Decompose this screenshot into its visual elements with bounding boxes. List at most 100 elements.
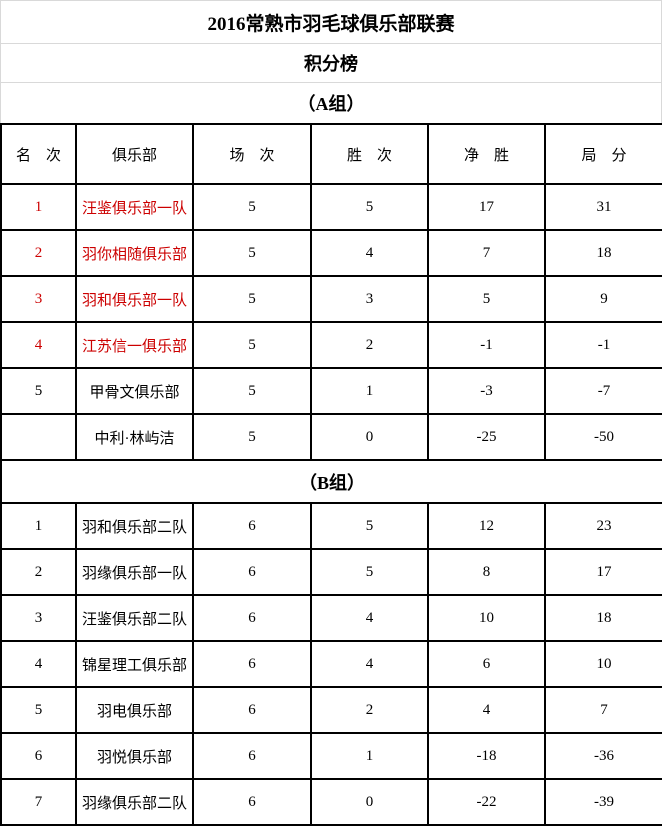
matches-cell: 6 [192,686,312,734]
game-points-cell: 31 [544,183,662,231]
table-row: 6 羽悦俱乐部 6 1 -18 -36 [0,732,662,780]
column-header-wins: 胜 次 [310,123,429,185]
club-cell: 羽你相随俱乐部 [75,229,194,277]
table-row: 1 羽和俱乐部二队 6 5 12 23 [0,502,662,550]
net-wins-cell: 5 [427,275,546,323]
table-row: 中利·林屿洁 5 0 -25 -50 [0,413,662,461]
matches-cell: 6 [192,548,312,596]
rank-cell [0,413,77,461]
game-points-cell: 7 [544,686,662,734]
subtitle-points-table: 积分榜 [1,44,661,83]
table-row: 7 羽缘俱乐部二队 6 0 -22 -39 [0,778,662,826]
net-wins-cell: -22 [427,778,546,826]
matches-cell: 6 [192,640,312,688]
game-points-cell: 18 [544,229,662,277]
club-cell: 羽电俱乐部 [75,686,194,734]
club-cell: 甲骨文俱乐部 [75,367,194,415]
wins-cell: 2 [310,321,429,369]
game-points-cell: -7 [544,367,662,415]
table-row: 2 羽你相随俱乐部 5 4 7 18 [0,229,662,277]
column-header-game-points: 局 分 [544,123,662,185]
matches-cell: 6 [192,778,312,826]
column-header-rank: 名 次 [0,123,77,185]
wins-cell: 5 [310,548,429,596]
table-row: 5 甲骨文俱乐部 5 1 -3 -7 [0,367,662,415]
table-row: 5 羽电俱乐部 6 2 4 7 [0,686,662,734]
game-points-cell: 17 [544,548,662,596]
rank-cell: 1 [0,502,77,550]
net-wins-cell: -1 [427,321,546,369]
club-cell: 羽悦俱乐部 [75,732,194,780]
rank-cell: 7 [0,778,77,826]
game-points-cell: -39 [544,778,662,826]
rank-cell: 6 [0,732,77,780]
table-row: 1 汪鉴俱乐部一队 5 5 17 31 [0,183,662,231]
club-cell: 中利·林屿洁 [75,413,194,461]
rank-cell: 4 [0,321,77,369]
matches-cell: 5 [192,183,312,231]
club-cell: 羽和俱乐部二队 [75,502,194,550]
matches-cell: 6 [192,732,312,780]
wins-cell: 4 [310,640,429,688]
rank-cell: 1 [0,183,77,231]
page-title: 2016常熟市羽毛球俱乐部联赛 [1,1,661,44]
net-wins-cell: 8 [427,548,546,596]
club-cell: 汪鉴俱乐部二队 [75,594,194,642]
net-wins-cell: 12 [427,502,546,550]
rank-cell: 5 [0,686,77,734]
wins-cell: 0 [310,778,429,826]
game-points-cell: 18 [544,594,662,642]
wins-cell: 1 [310,367,429,415]
table-row: 4 锦星理工俱乐部 6 4 6 10 [0,640,662,688]
game-points-cell: -1 [544,321,662,369]
column-header-matches: 场 次 [192,123,312,185]
rank-cell: 3 [0,594,77,642]
net-wins-cell: 17 [427,183,546,231]
club-cell: 羽缘俱乐部一队 [75,548,194,596]
wins-cell: 2 [310,686,429,734]
column-header-club: 俱乐部 [75,123,194,185]
game-points-cell: 10 [544,640,662,688]
matches-cell: 5 [192,413,312,461]
matches-cell: 5 [192,367,312,415]
club-cell: 羽和俱乐部一队 [75,275,194,323]
net-wins-cell: 6 [427,640,546,688]
table-row: 2 羽缘俱乐部一队 6 5 8 17 [0,548,662,596]
table-row: 3 汪鉴俱乐部二队 6 4 10 18 [0,594,662,642]
rank-cell: 2 [0,548,77,596]
matches-cell: 6 [192,502,312,550]
matches-cell: 5 [192,321,312,369]
table-row: 3 羽和俱乐部一队 5 3 5 9 [0,275,662,323]
wins-cell: 0 [310,413,429,461]
rank-cell: 2 [0,229,77,277]
game-points-cell: -36 [544,732,662,780]
club-cell: 江苏信一俱乐部 [75,321,194,369]
club-cell: 羽缘俱乐部二队 [75,778,194,826]
net-wins-cell: 7 [427,229,546,277]
net-wins-cell: 10 [427,594,546,642]
group-a-label: （A组） [297,94,365,114]
net-wins-cell: 4 [427,686,546,734]
matches-cell: 5 [192,275,312,323]
table-row: 4 江苏信一俱乐部 5 2 -1 -1 [0,321,662,369]
net-wins-cell: -3 [427,367,546,415]
rank-cell: 3 [0,275,77,323]
club-cell: 锦星理工俱乐部 [75,640,194,688]
column-header-row: 名 次 俱乐部 场 次 胜 次 净 胜 局 分 [0,123,662,185]
game-points-cell: 9 [544,275,662,323]
wins-cell: 5 [310,502,429,550]
matches-cell: 5 [192,229,312,277]
standings-table: 名 次 俱乐部 场 次 胜 次 净 胜 局 分 1 汪鉴俱乐部一队 5 5 17… [0,123,662,826]
net-wins-cell: -25 [427,413,546,461]
title-block: 2016常熟市羽毛球俱乐部联赛 积分榜 （A组） [0,0,662,123]
rank-cell: 4 [0,640,77,688]
column-header-net-wins: 净 胜 [427,123,546,185]
wins-cell: 5 [310,183,429,231]
game-points-cell: -50 [544,413,662,461]
wins-cell: 4 [310,229,429,277]
wins-cell: 1 [310,732,429,780]
net-wins-cell: -18 [427,732,546,780]
group-b-label: （B组） [0,459,662,504]
rank-cell: 5 [0,367,77,415]
